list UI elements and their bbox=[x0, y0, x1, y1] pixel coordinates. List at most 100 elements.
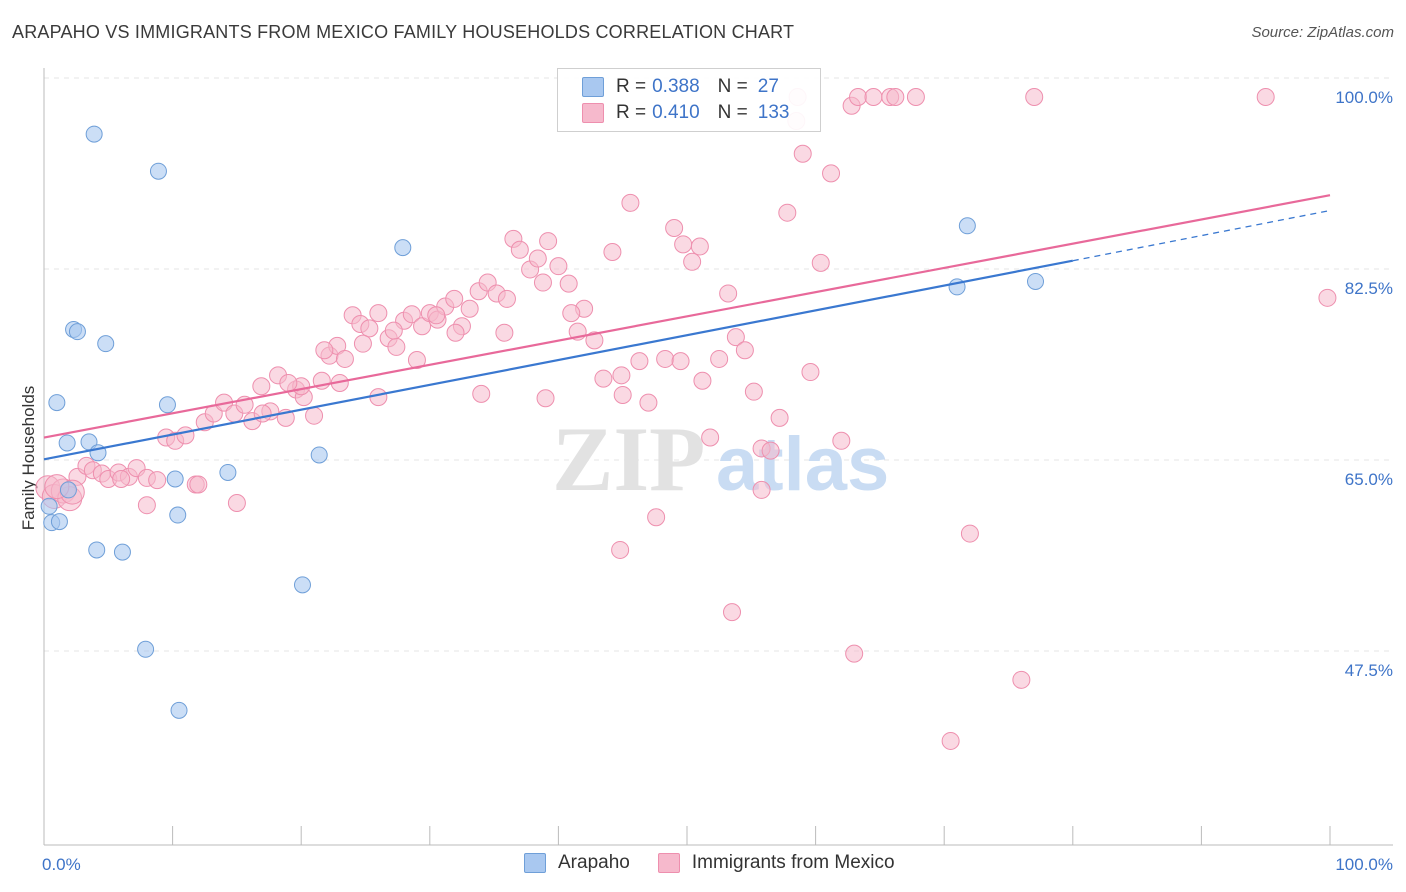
mexico-point bbox=[671, 352, 690, 371]
mexico-point bbox=[1318, 288, 1337, 307]
mexico-point bbox=[752, 480, 771, 499]
series-legend: Arapaho Immigrants from Mexico bbox=[524, 852, 923, 874]
mexico-point bbox=[845, 644, 864, 663]
x-tick-labels: 0.0% 100.0% bbox=[42, 855, 1393, 874]
mexico-point bbox=[811, 253, 830, 272]
mexico-point bbox=[744, 382, 763, 401]
mexico-point bbox=[801, 363, 820, 382]
mexico-point bbox=[497, 289, 516, 308]
mexico-point bbox=[253, 404, 272, 423]
mexico-point bbox=[549, 257, 568, 276]
mexico-point bbox=[536, 389, 555, 408]
y-tick-label: 82.5% bbox=[1345, 279, 1393, 298]
arapaho-swatch bbox=[582, 77, 604, 97]
mexico-point bbox=[585, 331, 604, 350]
mexico-point bbox=[647, 508, 666, 527]
mexico-point bbox=[594, 369, 613, 388]
arapaho-legend-swatch bbox=[524, 853, 546, 873]
r-label: R = bbox=[616, 76, 647, 97]
arapaho-point bbox=[149, 162, 167, 180]
axes bbox=[43, 68, 1393, 846]
n-label: N = bbox=[717, 102, 748, 123]
arapaho-point bbox=[137, 640, 155, 658]
mexico-point bbox=[445, 289, 464, 308]
mexico-point bbox=[252, 377, 271, 396]
arapaho-point bbox=[169, 506, 187, 524]
arapaho-point bbox=[68, 323, 86, 341]
arapaho-n-value: 27 bbox=[757, 76, 779, 97]
y-tick-labels: 47.5% 65.0% 82.5% 100.0% bbox=[1335, 88, 1393, 680]
mexico-point bbox=[533, 273, 552, 292]
mexico-point bbox=[735, 341, 754, 360]
mexico-point bbox=[683, 252, 702, 271]
mexico-point bbox=[693, 371, 712, 390]
mexico-point bbox=[665, 218, 684, 237]
mexico-point bbox=[770, 408, 789, 427]
x-tick-label: 0.0% bbox=[42, 855, 81, 874]
mexico-point bbox=[407, 351, 426, 370]
mexico-point bbox=[305, 406, 324, 425]
arapaho-point bbox=[59, 481, 77, 499]
arapaho-point bbox=[48, 394, 66, 412]
y-axis-label: Family Households bbox=[19, 386, 38, 531]
mexico-point bbox=[539, 232, 558, 251]
mexico-point bbox=[387, 337, 406, 356]
arapaho-point bbox=[1027, 272, 1045, 290]
mexico-point bbox=[472, 384, 491, 403]
mexico-point bbox=[611, 540, 630, 559]
arapaho-r-value: 0.388 bbox=[652, 76, 700, 97]
mexico-point bbox=[427, 306, 446, 325]
arapaho-point bbox=[219, 463, 237, 481]
mexico-point bbox=[793, 144, 812, 163]
arapaho-point bbox=[40, 497, 58, 515]
mexico-point bbox=[613, 385, 632, 404]
mexico-point bbox=[761, 441, 780, 460]
mexico-point bbox=[189, 475, 208, 494]
mexico-point bbox=[227, 494, 246, 513]
mexico-point bbox=[335, 349, 354, 368]
mexico-point bbox=[1025, 88, 1044, 106]
arapaho-point bbox=[85, 125, 103, 143]
arapaho-point bbox=[310, 446, 328, 464]
series-arapaho-points bbox=[40, 125, 1045, 719]
mexico-point bbox=[315, 341, 334, 360]
mexico-legend-swatch bbox=[657, 853, 680, 873]
arapaho-point bbox=[958, 217, 976, 235]
mexico-point bbox=[941, 731, 960, 750]
mexico-point bbox=[778, 203, 797, 222]
trend-lines bbox=[43, 194, 1331, 461]
legend-row-mexico: R = 0.410 N = 133 bbox=[582, 101, 790, 125]
mexico-point bbox=[864, 88, 883, 106]
mexico-point bbox=[701, 428, 720, 447]
mexico-point bbox=[369, 388, 388, 407]
mexico-point bbox=[723, 603, 742, 622]
mexico-point bbox=[656, 349, 675, 368]
legend-item-arapaho[interactable]: Arapaho bbox=[524, 852, 630, 874]
mexico-point bbox=[137, 496, 156, 515]
mexico-point bbox=[176, 426, 195, 445]
legend-item-mexico[interactable]: Immigrants from Mexico bbox=[657, 852, 895, 874]
mexico-point bbox=[460, 299, 479, 318]
mexico-r-value: 0.410 bbox=[652, 102, 700, 123]
mexico-point bbox=[112, 470, 131, 488]
arapaho-point bbox=[170, 701, 188, 719]
mexico-point bbox=[710, 349, 729, 368]
mexico-point bbox=[384, 321, 403, 340]
watermark-atlas: atlas bbox=[716, 422, 889, 507]
mexico-point bbox=[726, 328, 745, 347]
mexico-trend-line bbox=[43, 194, 1331, 439]
mexico-point bbox=[528, 249, 547, 268]
y-tick-label: 100.0% bbox=[1335, 88, 1393, 107]
mexico-n-value: 133 bbox=[757, 102, 790, 123]
mexico-point bbox=[1256, 88, 1275, 106]
mexico-point bbox=[360, 319, 379, 338]
mexico-point bbox=[849, 88, 868, 106]
mexico-swatch bbox=[582, 103, 604, 123]
mexico-point bbox=[603, 242, 622, 261]
arapaho-point bbox=[50, 513, 68, 531]
mexico-point bbox=[639, 393, 658, 412]
arapaho-point bbox=[394, 239, 412, 257]
arapaho-point bbox=[113, 543, 131, 561]
watermark: ZIP atlas bbox=[552, 408, 889, 510]
arapaho-point bbox=[158, 396, 176, 414]
